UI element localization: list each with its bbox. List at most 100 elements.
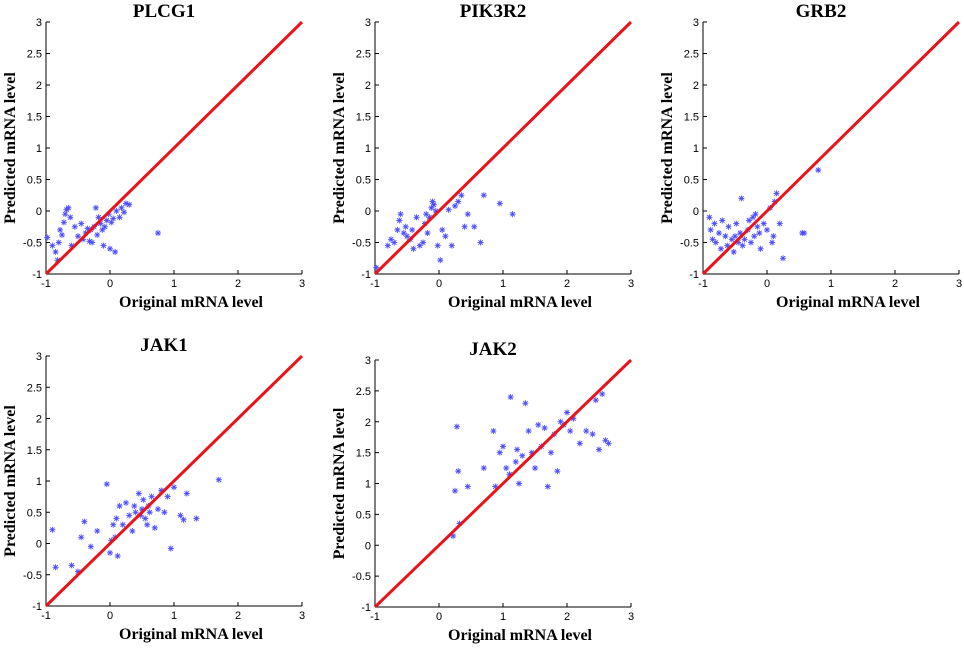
y-tick-label: 2.5 <box>27 382 42 394</box>
data-point <box>112 248 119 255</box>
x-tick-label: 1 <box>171 278 177 290</box>
data-point <box>514 446 521 453</box>
x-tick-label: 3 <box>299 278 305 290</box>
data-point <box>522 400 529 407</box>
data-point <box>512 458 519 465</box>
y-tick-label: 0 <box>365 206 371 218</box>
data-point <box>126 201 133 208</box>
data-point <box>458 192 465 199</box>
x-tick-label: 3 <box>299 610 305 622</box>
data-point <box>409 226 416 233</box>
x-tick-label: 2 <box>892 278 898 290</box>
data-point <box>445 206 452 213</box>
x-tick-label: 1 <box>500 611 506 623</box>
data-point <box>480 192 487 199</box>
y-tick-label: -0.5 <box>680 238 699 250</box>
y-tick-label: 1 <box>365 479 371 491</box>
data-point <box>516 480 522 487</box>
data-point <box>589 431 596 438</box>
y-tick-label: 1 <box>36 476 42 488</box>
data-point <box>801 230 808 237</box>
data-point <box>452 202 458 209</box>
data-point <box>142 515 149 522</box>
data-point <box>113 208 120 214</box>
data-point <box>59 231 65 238</box>
y-tick-label: 0.5 <box>356 175 371 187</box>
chart-panel-grb2: -1 0 1 2 3 -1 -0.5 0 0.5 1 1.5 2 2.5 3 GRB2 Original mR… <box>659 1 962 311</box>
y-tick-label: 0 <box>693 206 699 218</box>
data-point <box>748 239 754 246</box>
data-point <box>437 257 444 264</box>
data-point <box>717 245 724 252</box>
data-point <box>749 214 756 221</box>
data-point <box>754 223 761 230</box>
data-point <box>95 214 102 221</box>
y-tick-label: 2 <box>36 414 42 426</box>
data-point <box>448 242 455 249</box>
x-axis-label: Original mRNA level <box>119 626 264 643</box>
data-point <box>722 233 729 240</box>
data-point <box>135 490 142 497</box>
x-tick-label: -1 <box>41 278 51 290</box>
data-point <box>503 465 510 472</box>
data-point <box>373 264 380 271</box>
x-tick-label: -1 <box>370 611 380 623</box>
data-point <box>733 220 740 227</box>
y-tick-label: 0.5 <box>356 509 371 521</box>
data-point <box>193 515 200 522</box>
chart-title: JAK2 <box>469 339 517 360</box>
y-tick-label: 1.5 <box>27 112 42 124</box>
y-tick-label: 1.5 <box>356 112 371 124</box>
data-point <box>576 440 583 447</box>
data-point <box>155 230 161 237</box>
data-point <box>131 503 138 509</box>
y-tick-label: -1 <box>361 602 371 614</box>
reference-diagonal-line <box>373 358 633 609</box>
data-point <box>764 226 770 233</box>
y-tick-label: 0 <box>365 540 371 552</box>
y-tick-label: -0.5 <box>23 238 42 250</box>
x-tick-label: -1 <box>698 278 708 290</box>
chart-title: PIK3R2 <box>460 1 527 22</box>
chart-panel-pik3r2: -1 0 1 2 3 -1 -0.5 0 0.5 1 1.5 2 2.5 3 PIK3R2 Original … <box>331 1 634 311</box>
data-point <box>402 223 409 230</box>
y-tick-label: -1 <box>32 601 42 613</box>
data-point <box>752 211 759 218</box>
x-axis-label: Original mRNA level <box>448 627 593 644</box>
data-point <box>49 242 56 249</box>
data-point <box>78 534 85 541</box>
y-tick-label: 1 <box>36 143 42 155</box>
data-point <box>394 226 401 233</box>
reference-diagonal-line <box>701 20 961 276</box>
data-point <box>167 545 174 552</box>
y-tick-label: 0 <box>36 206 42 218</box>
data-point <box>107 549 113 556</box>
data-point <box>118 204 125 211</box>
data-point <box>455 198 462 205</box>
data-point <box>140 496 147 503</box>
y-tick-label: 3 <box>365 17 371 29</box>
y-tick-label: 2.5 <box>27 49 42 61</box>
y-tick-label: 2 <box>365 417 371 429</box>
data-point <box>464 211 471 218</box>
y-tick-label: -0.5 <box>352 571 371 583</box>
data-point <box>129 528 136 534</box>
y-tick-label: 0.5 <box>27 175 42 187</box>
data-point <box>148 493 155 500</box>
x-tick-label: 1 <box>828 278 834 290</box>
data-point <box>49 526 56 533</box>
data-point <box>177 512 184 519</box>
x-tick-label: 0 <box>436 278 442 290</box>
data-point <box>100 242 107 249</box>
data-point <box>464 483 471 490</box>
y-tick-label: -0.5 <box>23 570 42 582</box>
data-point <box>119 521 126 528</box>
data-point <box>746 217 753 224</box>
data-point <box>430 201 437 208</box>
data-point <box>706 214 713 221</box>
data-point <box>116 214 123 221</box>
data-point <box>180 516 187 523</box>
x-tick-label: 0 <box>764 278 770 290</box>
data-point <box>599 390 606 397</box>
